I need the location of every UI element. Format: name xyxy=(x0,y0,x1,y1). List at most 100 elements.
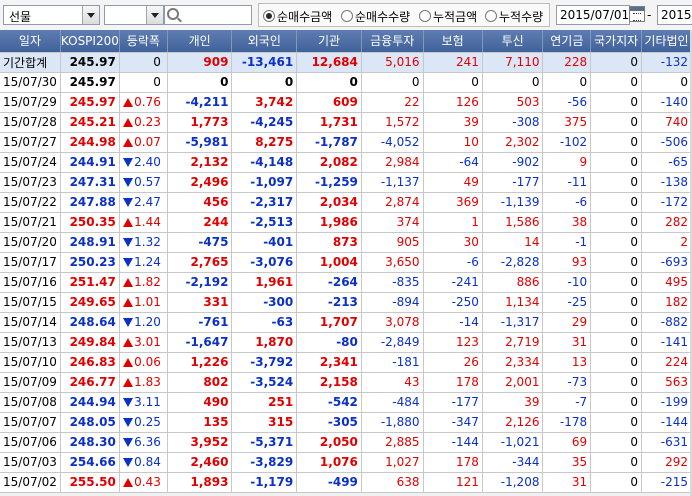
table-row[interactable]: 15/07/27 244.98 0.07 -5,981 8,275 -1,787 -4,05… xyxy=(0,132,692,153)
radio-option-0[interactable]: 순매수금액 xyxy=(263,8,332,25)
radio-circle-icon[interactable] xyxy=(263,10,275,22)
table-row[interactable]: 15/07/21 250.35 1.44 244 -2,513 1,986 374 1 1,58… xyxy=(0,212,692,233)
financial-investment-cell: -4,052 xyxy=(361,132,424,153)
radio-option-2[interactable]: 누적금액 xyxy=(419,8,477,25)
change-cell: 1.83 xyxy=(119,372,168,393)
individual-cell: 135 xyxy=(167,412,233,433)
institution-cell: 2,341 xyxy=(296,352,362,373)
column-header[interactable]: KOSPI200 xyxy=(60,30,120,53)
column-header[interactable]: 일자 xyxy=(0,30,61,53)
table-row[interactable]: 15/07/07 248.05 0.25 135 315 -305 -1,880 -347 2,… xyxy=(0,412,692,433)
pension-fund-cell: -73 xyxy=(542,372,592,393)
table-row[interactable]: 15/07/06 248.30 6.36 3,952 -5,371 2,050 2,885-… xyxy=(0,432,692,453)
view-mode-radio-group: 순매수금액 순매수수량 누적금액 누적수량 xyxy=(258,3,550,27)
table-row[interactable]: 15/07/23 247.31 0.57 2,496 -1,097 -1,259 -1,13… xyxy=(0,172,692,193)
change-value: 3.01 xyxy=(134,335,161,349)
table-row[interactable]: 15/07/10 246.83 0.06 1,226 -3,792 2,341 -181 26… xyxy=(0,352,692,373)
kospi200-cell: 255.50 xyxy=(60,472,120,493)
table-row[interactable]: 15/07/09 246.77 1.83 802 -3,524 2,158 43 178 2,0… xyxy=(0,372,692,393)
foreigner-cell: 0 xyxy=(231,72,298,93)
date-cell: 15/07/09 xyxy=(0,372,61,393)
table-row[interactable]: 15/07/15 249.65 1.01 331 -300 -213 -894 -250 1,1… xyxy=(0,292,692,313)
down-arrow-icon xyxy=(122,157,133,167)
financial-investment-cell: -181 xyxy=(361,352,424,373)
other-corporation-cell: 292 xyxy=(641,452,692,473)
kospi200-cell: 246.83 xyxy=(60,352,120,373)
table-row[interactable]: 15/07/14 248.64 1.20 -761 -63 1,707 3,078 -14 -1… xyxy=(0,312,692,333)
change-cell: 0.84 xyxy=(119,452,168,473)
financial-investment-cell: 43 xyxy=(361,372,424,393)
table-row[interactable]: 기간합계 245.97 0 909 -13,461 12,684 5,016 241 7,110… xyxy=(0,52,692,73)
search-icon[interactable] xyxy=(167,8,179,20)
insurance-cell: 49 xyxy=(423,172,483,193)
investment-trust-cell: -1,021 xyxy=(482,432,544,453)
column-header[interactable]: 개인 xyxy=(167,30,233,53)
chevron-down-icon[interactable] xyxy=(82,6,99,24)
column-header[interactable]: 외국인 xyxy=(231,30,298,53)
radio-circle-icon[interactable] xyxy=(341,10,353,22)
market-select[interactable]: 선물 xyxy=(3,5,100,25)
date-cell: 15/07/06 xyxy=(0,432,61,453)
table-row[interactable]: 15/07/02 255.50 0.43 1,893 -1,179 -499 638 121-… xyxy=(0,472,692,493)
financial-investment-cell: 905 xyxy=(361,232,424,253)
table-row[interactable]: 15/07/28 245.21 0.23 1,773 -4,245 1,731 1,572 3… xyxy=(0,112,692,133)
insurance-cell: -64 xyxy=(423,152,483,173)
radio-option-3[interactable]: 누적수량 xyxy=(485,8,543,25)
column-header[interactable]: 금융투자 xyxy=(361,30,424,53)
vertical-scrollbar[interactable] xyxy=(690,30,692,496)
kospi200-cell: 245.97 xyxy=(60,52,120,73)
other-corporation-cell: -199 xyxy=(641,392,692,413)
column-header[interactable]: 등락폭 xyxy=(119,30,168,53)
table-row[interactable]: 15/07/20 248.91 1.32 -475 -401 873 905 30 14 -1 0 2 xyxy=(0,232,692,253)
table-row[interactable]: 15/07/22 247.88 2.47 456 -2,317 2,034 2,874 369… xyxy=(0,192,692,213)
kospi200-cell: 247.88 xyxy=(60,192,120,213)
pension-fund-cell: 38 xyxy=(542,212,592,233)
table-row[interactable]: 15/07/16 251.47 1.82 -2,192 1,961 -264 -835 -24… xyxy=(0,272,692,293)
radio-circle-icon[interactable] xyxy=(485,10,497,22)
table-row[interactable]: 15/07/29 245.97 0.76 -4,211 3,742 609 22 126 503… xyxy=(0,92,692,113)
financial-investment-cell: -1,880 xyxy=(361,412,424,433)
column-header[interactable]: 보험 xyxy=(423,30,483,53)
column-header[interactable]: 투신 xyxy=(482,30,544,53)
insurance-cell: 1 xyxy=(423,212,483,233)
change-value: 0 xyxy=(153,55,161,69)
insurance-cell: -250 xyxy=(423,292,483,313)
insurance-cell: 121 xyxy=(423,472,483,493)
column-header[interactable]: 국가지자 xyxy=(590,30,643,53)
insurance-cell: 369 xyxy=(423,192,483,213)
change-cell: 3.11 xyxy=(119,392,168,413)
radio-circle-icon[interactable] xyxy=(419,10,431,22)
change-value: 0.06 xyxy=(134,355,161,369)
government-cell: 0 xyxy=(590,272,643,293)
column-header[interactable]: 연기금 xyxy=(542,30,592,53)
code-search-input[interactable] xyxy=(164,5,252,25)
calendar-icon[interactable] xyxy=(629,6,645,22)
date-from-field[interactable]: 2015/07/01 xyxy=(556,5,630,25)
table-row[interactable]: 15/07/30 245.97 0 0 0 0 0 0 0 0 0 0 xyxy=(0,72,692,93)
government-cell: 0 xyxy=(590,212,643,233)
change-value: 1.01 xyxy=(134,295,161,309)
date-separator: - xyxy=(647,8,652,22)
table-row[interactable]: 15/07/13 249.84 3.01 -1,647 1,870 -80 -2,849 12… xyxy=(0,332,692,353)
change-value: 2.40 xyxy=(134,155,161,169)
date-to-field[interactable]: 2015 xyxy=(657,5,692,25)
change-value: 0.43 xyxy=(134,475,161,489)
pension-fund-cell: -10 xyxy=(542,272,592,293)
up-arrow-icon xyxy=(122,217,133,227)
change-cell: 0.06 xyxy=(119,352,168,373)
radio-option-1[interactable]: 순매수수량 xyxy=(341,8,410,25)
chevron-down-icon[interactable] xyxy=(146,6,163,24)
financial-investment-cell: 3,078 xyxy=(361,312,424,333)
code-select[interactable] xyxy=(104,5,164,25)
insurance-cell: 241 xyxy=(423,52,483,73)
column-header[interactable]: 기관 xyxy=(296,30,362,53)
table-row[interactable]: 15/07/08 244.94 3.11 490 251 -542 -484 -177 39 -7… xyxy=(0,392,692,413)
foreigner-cell: -4,245 xyxy=(231,112,298,133)
pension-fund-cell: -11 xyxy=(542,172,592,193)
table-row[interactable]: 15/07/17 250.23 1.24 2,765 -3,076 1,004 3,650-… xyxy=(0,252,692,273)
table-row[interactable]: 15/07/03 254.66 0.84 2,460 -3,829 1,076 1,027 1… xyxy=(0,452,692,473)
table-row[interactable]: 15/07/24 244.91 2.40 2,132 -4,148 2,082 2,984-… xyxy=(0,152,692,173)
column-header[interactable]: 기타법인 xyxy=(641,30,692,53)
other-corporation-cell: -215 xyxy=(641,472,692,493)
pension-fund-cell: 228 xyxy=(542,52,592,73)
